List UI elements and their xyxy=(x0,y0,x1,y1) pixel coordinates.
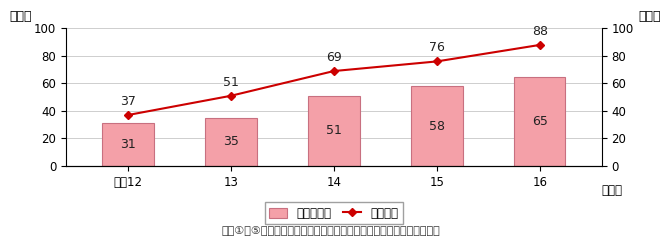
Bar xyxy=(411,86,463,166)
Text: 31: 31 xyxy=(120,138,136,151)
Legend: 検挙事件数, 検挙人数: 検挙事件数, 検挙人数 xyxy=(264,202,403,224)
Text: 37: 37 xyxy=(120,95,136,108)
Text: 35: 35 xyxy=(223,135,239,148)
Text: 69: 69 xyxy=(326,51,342,64)
Text: 76: 76 xyxy=(429,41,445,55)
Bar xyxy=(308,96,360,166)
Text: （年）: （年） xyxy=(602,184,623,197)
Text: 51: 51 xyxy=(326,124,342,137)
Text: 58: 58 xyxy=(429,119,445,132)
Bar xyxy=(205,118,256,166)
Text: 図表①～⑤　国家公安委員会・総務省・経済産業省報道資料により作成: 図表①～⑤ 国家公安委員会・総務省・経済産業省報道資料により作成 xyxy=(221,225,440,235)
Bar xyxy=(514,77,565,166)
Text: （人）: （人） xyxy=(639,10,661,23)
Text: 51: 51 xyxy=(223,76,239,89)
Text: 88: 88 xyxy=(531,25,548,38)
Bar xyxy=(102,123,153,166)
Text: 65: 65 xyxy=(532,115,548,128)
Text: （件）: （件） xyxy=(9,10,32,23)
